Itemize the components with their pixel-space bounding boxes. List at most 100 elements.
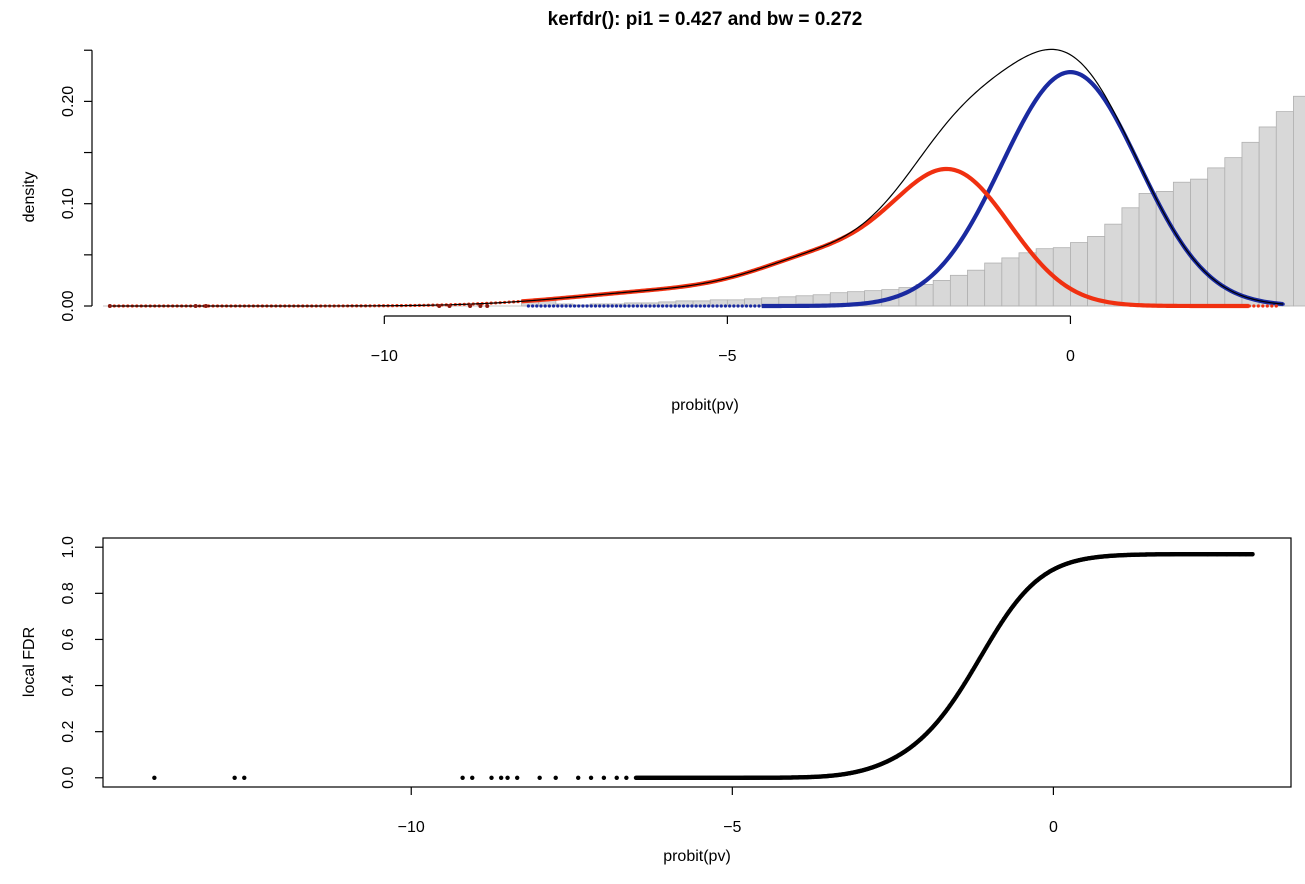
- null-density-point: [728, 304, 732, 308]
- null-density-point: [640, 304, 644, 308]
- null-density-point: [577, 304, 581, 308]
- null-density-point: [744, 304, 749, 308]
- x-axis-top: −10 −5 0: [371, 315, 1075, 365]
- y-axis-label-bottom: local FDR: [21, 627, 38, 697]
- null-density-point: [749, 304, 753, 308]
- null-density-point: [530, 304, 535, 308]
- null-density-point: [690, 304, 694, 308]
- y-tick-label: 0.6: [60, 628, 77, 650]
- lfdr-point: [489, 775, 494, 780]
- null-density-point: [719, 304, 723, 308]
- null-density-point: [665, 304, 669, 308]
- null-density-point: [681, 304, 686, 308]
- x-tick-label: −5: [723, 819, 741, 836]
- rug-point: [485, 304, 490, 308]
- null-density-point: [648, 304, 652, 308]
- histogram-bar: [1275, 111, 1294, 307]
- histogram-bar: [1224, 157, 1243, 307]
- histogram-bar: [1121, 207, 1140, 307]
- histogram-bar: [1138, 193, 1157, 307]
- lfdr-panel: −10 −5 0 0.0 0.2 0.4 0.6 0.8 1.0 probit(pv) loc…: [21, 536, 1292, 865]
- density-curves: [108, 48, 1285, 309]
- lfdr-point: [514, 775, 520, 780]
- lfdr-point: [553, 775, 558, 780]
- rug-point: [478, 304, 483, 308]
- null-density-point: [581, 304, 585, 308]
- lfdr-point: [601, 775, 607, 780]
- null-density-point: [656, 304, 660, 308]
- histogram-bar: [967, 269, 986, 307]
- null-density-point: [723, 304, 728, 308]
- null-density-point: [736, 304, 740, 308]
- null-density-point: [707, 304, 711, 308]
- y-tick-label: 0.20: [60, 86, 77, 117]
- lfdr-point: [1205, 551, 1210, 557]
- x-tick-label: −10: [398, 819, 425, 836]
- null-density-point: [614, 304, 619, 308]
- rug-point: [107, 304, 112, 308]
- alt-density-point: [1274, 304, 1278, 308]
- lfdr-point: [460, 775, 465, 780]
- null-density-point: [623, 304, 627, 308]
- histogram-bar: [1293, 95, 1305, 307]
- y-tick-label: 0.2: [60, 720, 77, 742]
- y-tick-label: 1.0: [60, 536, 77, 558]
- y-tick-label: 0.00: [60, 290, 77, 321]
- null-density-point: [740, 304, 744, 308]
- null-density-point: [593, 304, 598, 308]
- null-density-point: [543, 304, 547, 308]
- null-density-point: [627, 304, 631, 308]
- histogram: [103, 95, 1305, 307]
- null-density-point: [673, 304, 677, 308]
- null-density-point: [757, 304, 761, 308]
- histogram-bar: [1155, 191, 1174, 307]
- lfdr-point: [498, 775, 504, 780]
- rug-point: [447, 304, 452, 308]
- alt-density-point: [1261, 304, 1265, 308]
- lfdr-point: [470, 775, 475, 780]
- lfdr-point: [537, 775, 542, 780]
- lfdr-point: [576, 775, 581, 780]
- lfdr-point: [1250, 551, 1255, 557]
- x-axis-label-top: probit(pv): [671, 397, 739, 414]
- lfdr-point: [588, 775, 594, 780]
- histogram-bar: [932, 280, 951, 307]
- null-density-point: [564, 304, 568, 308]
- y-tick-label: 0.10: [60, 188, 77, 219]
- lfdr-point: [242, 775, 247, 780]
- histogram-bar: [1190, 178, 1209, 307]
- y-axis-top: 0.00 0.10 0.20: [60, 49, 93, 322]
- rug-point: [203, 304, 208, 308]
- lfdr-point: [614, 775, 619, 780]
- lfdr-point: [1243, 551, 1249, 557]
- chart-title: kerfdr(): pi1 = 0.427 and bw = 0.272: [548, 9, 863, 30]
- histogram-bar: [1001, 257, 1020, 307]
- histogram-bar: [1241, 141, 1260, 307]
- lfdr-points: [152, 551, 1255, 780]
- rug-point: [193, 304, 198, 308]
- rug-point: [437, 304, 442, 308]
- x-tick-label: 0: [1049, 819, 1058, 836]
- null-density-point: [526, 304, 530, 308]
- x-axis-label-bottom: probit(pv): [663, 848, 731, 865]
- alt-density-point: [1252, 304, 1256, 308]
- alt-density-point: [1265, 304, 1269, 308]
- null-density-point: [753, 304, 757, 308]
- x-tick-label: −10: [371, 348, 398, 365]
- null-density-point: [644, 304, 648, 308]
- null-density-point: [568, 304, 572, 308]
- null-density-point: [694, 304, 698, 308]
- alt-density-point: [1270, 304, 1274, 308]
- lfdr-point: [1237, 551, 1242, 557]
- lfdr-point: [152, 775, 157, 780]
- y-tick-label: 0.0: [60, 767, 77, 789]
- histogram-bar: [984, 262, 1003, 307]
- null-density-point: [652, 304, 656, 308]
- null-density-point: [677, 304, 681, 308]
- density-panel: −10 −5 0 0.00 0.10 0.20 probit(pv) density: [21, 48, 1305, 414]
- lfdr-point: [624, 775, 629, 780]
- histogram-bar: [1104, 223, 1123, 307]
- mixture-density-line: [109, 48, 1284, 307]
- histogram-bar: [1258, 126, 1277, 307]
